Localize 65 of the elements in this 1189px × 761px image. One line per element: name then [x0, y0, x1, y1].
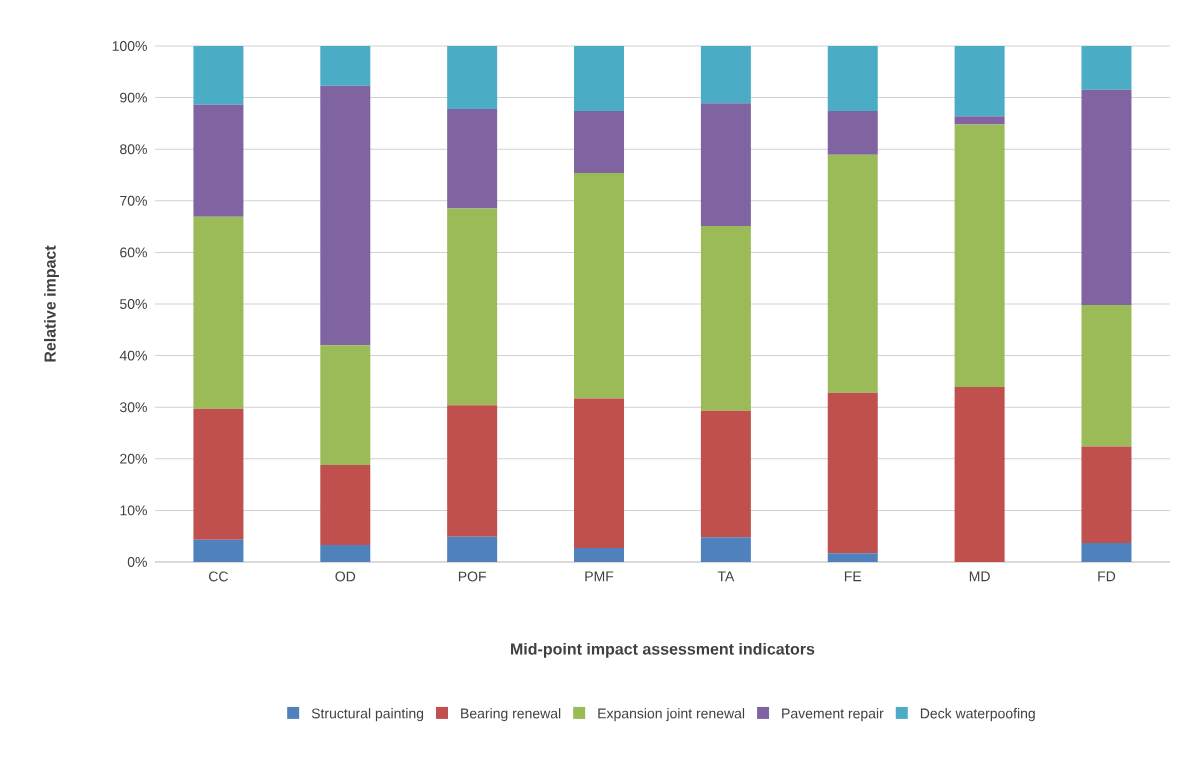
- bar: [320, 464, 371, 545]
- y-tick-label: 30%: [119, 402, 147, 413]
- bar: [447, 46, 498, 109]
- bar: [193, 104, 244, 217]
- bar: [1081, 46, 1132, 90]
- bar: [574, 172, 625, 399]
- bar: [700, 537, 751, 562]
- bar: [827, 46, 878, 112]
- legend-label: Expansion joint renewal: [598, 708, 745, 722]
- bar: [574, 111, 625, 173]
- bar: [827, 553, 878, 562]
- bar: [193, 216, 244, 409]
- x-tick-label: FE: [844, 571, 862, 582]
- bar: [700, 103, 751, 227]
- bar: [1081, 89, 1132, 306]
- legend-label: Deck waterpoofing: [920, 708, 1035, 722]
- bar: [447, 405, 498, 537]
- x-tick-label: MD: [969, 571, 990, 582]
- x-tick-label: POF: [458, 571, 486, 582]
- bar: [193, 46, 244, 105]
- bar: [320, 46, 371, 86]
- bar: [447, 208, 498, 406]
- y-axis-title: Relative impact: [44, 245, 59, 362]
- x-tick-label: PMF: [585, 571, 614, 582]
- bar: [700, 46, 751, 104]
- bar: [193, 539, 244, 562]
- bar: [700, 226, 751, 411]
- y-tick-label: 90%: [120, 92, 147, 103]
- bar: [320, 85, 371, 346]
- bar: [827, 154, 878, 393]
- x-tick-label: CC: [209, 571, 229, 582]
- y-tick-label: 10%: [120, 505, 147, 516]
- bar: [447, 108, 498, 209]
- y-tick-label: 40%: [119, 350, 147, 361]
- bar: [574, 548, 625, 562]
- x-tick-label: FD: [1098, 571, 1116, 582]
- bar: [574, 398, 625, 549]
- bar: [320, 544, 371, 562]
- bar: [320, 345, 371, 465]
- bar: [954, 116, 1005, 125]
- bar: [954, 124, 1005, 388]
- bar: [574, 46, 625, 112]
- x-axis-title: Mid-point impact assessment indicators: [511, 642, 815, 658]
- legend-label: Structural painting: [311, 708, 424, 722]
- bar: [827, 111, 878, 155]
- bar: [954, 387, 1005, 562]
- bar: [193, 408, 244, 540]
- bar: [1081, 542, 1132, 562]
- y-tick-label: 70%: [120, 195, 147, 206]
- legend-label: Pavement repair: [782, 708, 884, 722]
- bar: [447, 536, 498, 562]
- x-tick-label: OD: [335, 571, 356, 582]
- x-tick-label: TA: [717, 571, 735, 582]
- bar: [954, 46, 1005, 117]
- y-tick-label: 60%: [120, 247, 147, 258]
- bar: [827, 392, 878, 554]
- y-tick-label: 100%: [112, 41, 147, 51]
- y-tick-label: 20%: [120, 453, 147, 464]
- bar: [1081, 446, 1132, 543]
- y-tick-label: 0%: [127, 557, 147, 567]
- y-tick-label: 50%: [120, 299, 147, 309]
- bar: [700, 410, 751, 538]
- bar: [1081, 305, 1132, 447]
- y-tick-label: 80%: [120, 144, 147, 155]
- legend-label: Bearing renewal: [461, 708, 561, 722]
